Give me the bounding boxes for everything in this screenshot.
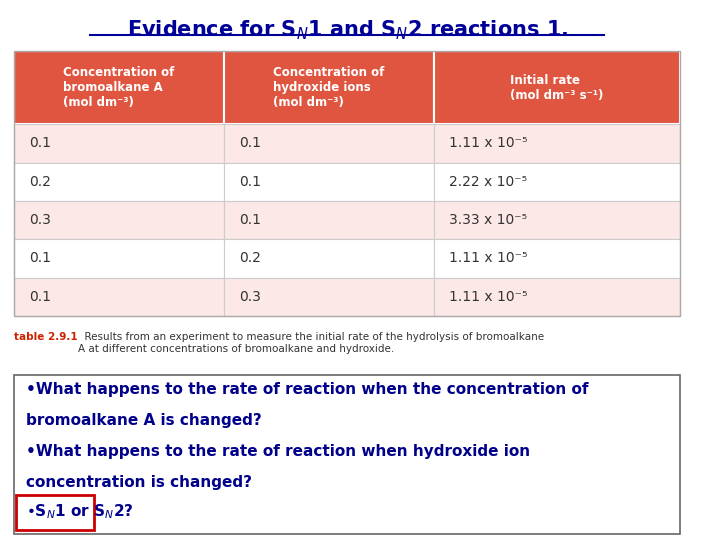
Text: 0.1: 0.1 xyxy=(30,137,51,150)
Bar xyxy=(224,239,433,278)
Text: •What happens to the rate of reaction when the concentration of: •What happens to the rate of reaction wh… xyxy=(27,382,589,397)
Text: 0.3: 0.3 xyxy=(239,290,261,303)
Bar xyxy=(16,495,94,530)
Bar xyxy=(433,163,680,201)
Text: •S$_N$1 or S$_N$2?: •S$_N$1 or S$_N$2? xyxy=(27,503,134,521)
Bar xyxy=(224,201,433,239)
Bar xyxy=(14,124,224,163)
Bar xyxy=(14,375,680,534)
Text: 0.2: 0.2 xyxy=(30,175,51,188)
Text: 1.11 x 10⁻⁵: 1.11 x 10⁻⁵ xyxy=(449,290,528,303)
Bar xyxy=(14,51,680,316)
Text: •What happens to the rate of reaction when hydroxide ion: •What happens to the rate of reaction wh… xyxy=(27,444,531,460)
Bar xyxy=(433,201,680,239)
Text: Results from an experiment to measure the initial rate of the hydrolysis of brom: Results from an experiment to measure th… xyxy=(78,332,544,354)
Text: Evidence for S$_N$1 and S$_N$2 reactions 1.: Evidence for S$_N$1 and S$_N$2 reactions… xyxy=(127,19,568,43)
Text: bromoalkane A is changed?: bromoalkane A is changed? xyxy=(27,413,262,428)
Text: concentration is changed?: concentration is changed? xyxy=(27,475,253,490)
Bar xyxy=(14,239,224,278)
Text: Initial rate
(mol dm⁻³ s⁻¹): Initial rate (mol dm⁻³ s⁻¹) xyxy=(510,74,604,102)
Text: 0.1: 0.1 xyxy=(30,252,51,265)
Bar xyxy=(433,51,680,124)
Bar xyxy=(224,163,433,201)
Bar xyxy=(14,51,224,124)
Text: Concentration of
bromoalkane A
(mol dm⁻³): Concentration of bromoalkane A (mol dm⁻³… xyxy=(63,66,174,109)
Bar xyxy=(14,201,224,239)
Bar xyxy=(433,124,680,163)
Text: 2.22 x 10⁻⁵: 2.22 x 10⁻⁵ xyxy=(449,175,527,188)
Bar xyxy=(433,278,680,316)
Text: 0.1: 0.1 xyxy=(239,175,261,188)
Bar xyxy=(224,278,433,316)
Bar xyxy=(14,278,224,316)
Bar xyxy=(224,51,433,124)
Bar xyxy=(224,124,433,163)
Bar xyxy=(433,239,680,278)
Text: table 2.9.1: table 2.9.1 xyxy=(14,332,78,342)
Text: 0.2: 0.2 xyxy=(239,252,261,265)
Text: 0.1: 0.1 xyxy=(239,137,261,150)
Text: 0.1: 0.1 xyxy=(30,290,51,303)
Text: Concentration of
hydroxide ions
(mol dm⁻³): Concentration of hydroxide ions (mol dm⁻… xyxy=(273,66,384,109)
Text: 1.11 x 10⁻⁵: 1.11 x 10⁻⁵ xyxy=(449,137,528,150)
Text: 0.1: 0.1 xyxy=(239,213,261,227)
Text: 3.33 x 10⁻⁵: 3.33 x 10⁻⁵ xyxy=(449,213,527,227)
Bar xyxy=(14,163,224,201)
Text: 0.3: 0.3 xyxy=(30,213,51,227)
Text: 1.11 x 10⁻⁵: 1.11 x 10⁻⁵ xyxy=(449,252,528,265)
